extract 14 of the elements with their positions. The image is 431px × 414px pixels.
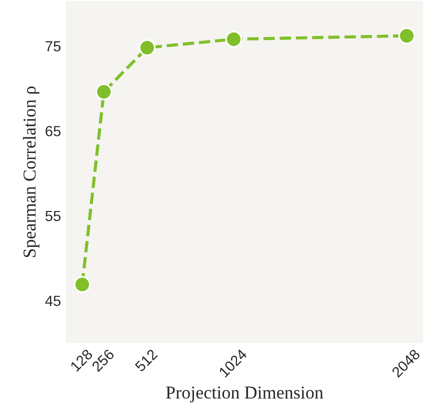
y-tick-label: 75 [46, 41, 61, 52]
y-tick-label: 45 [45, 296, 61, 306]
y-tick-label: 65 [46, 126, 61, 136]
y-axis-title: Spearman Correlation ρ [22, 86, 40, 258]
x-tick-label: 256 [91, 348, 115, 372]
y-tick-label: 55 [46, 210, 61, 222]
x-axis-title: Projection Dimension [166, 386, 324, 402]
x-tick-label: 128 [70, 348, 94, 372]
point [138, 39, 156, 56]
point [95, 83, 112, 100]
point [398, 27, 416, 44]
x-tick-label: 512 [134, 348, 158, 372]
point [225, 30, 242, 48]
point [74, 276, 91, 293]
